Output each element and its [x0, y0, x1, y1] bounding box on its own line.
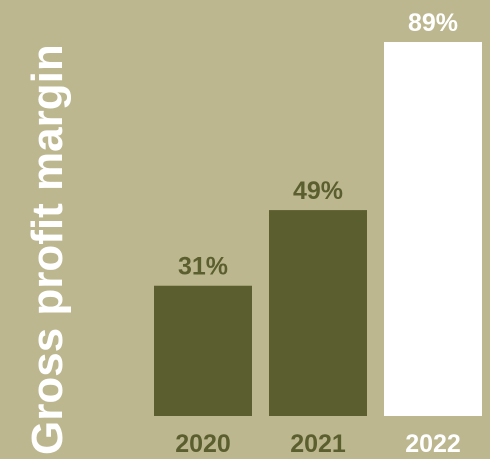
bar-2022	[384, 42, 482, 416]
x-tick-label-2020: 2020	[175, 430, 231, 458]
bar-2021	[269, 210, 367, 416]
data-label-2021: 49%	[293, 177, 343, 205]
y-axis-label: Gross profit margin	[23, 44, 72, 455]
x-tick-label-2021: 2021	[290, 430, 346, 458]
bar-2020	[154, 285, 252, 416]
data-label-2020: 31%	[178, 253, 228, 281]
x-tick-label-2022: 2022	[405, 430, 461, 458]
data-label-2022: 89%	[408, 9, 458, 37]
